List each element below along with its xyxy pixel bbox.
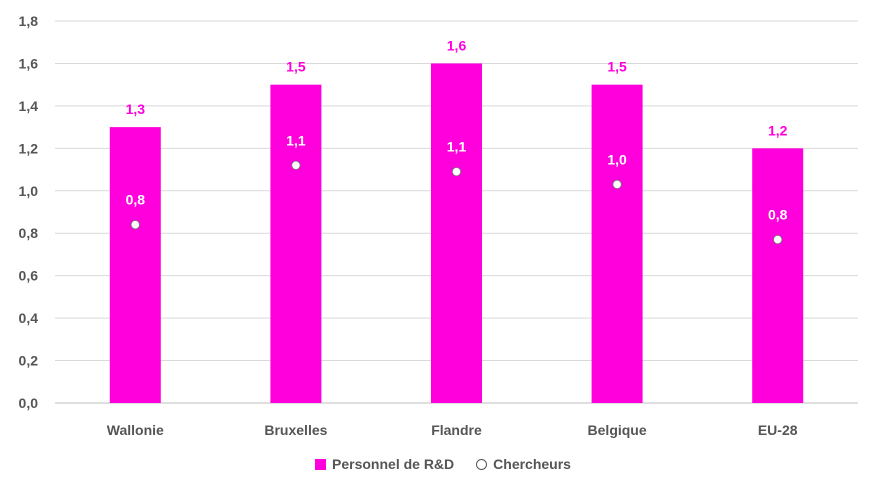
bar-value-labels: 1,3 1,5 1,6 1,5 1,2	[126, 37, 788, 138]
dot-value-label: 1,1	[447, 139, 467, 155]
dot-value-label: 0,8	[126, 192, 146, 208]
y-axis-ticks: 0,0 0,2 0,4 0,6 0,8 1,0 1,2 1,4 1,6 1,8	[19, 13, 39, 411]
chercheurs-dot	[612, 179, 622, 190]
legend-swatch-dot	[476, 458, 488, 470]
legend: Personnel de R&D Chercheurs	[0, 456, 886, 472]
chercheurs-dot	[130, 220, 140, 230]
bar	[109, 127, 161, 403]
bar	[431, 63, 482, 403]
y-tick-label: 1,6	[19, 55, 39, 71]
y-tick-label: 0,0	[19, 395, 39, 411]
bar	[270, 84, 322, 404]
bar-value-label: 1,2	[768, 122, 788, 138]
category-label: Flandre	[431, 422, 482, 438]
category-label: Belgique	[588, 422, 647, 438]
bar-value-label: 1,5	[607, 59, 627, 75]
dot-value-label: 1,0	[607, 151, 627, 167]
bar-chart: 0,0 0,2 0,4 0,6 0,8 1,0 1,2 1,4 1,6 1,8 1,3 1,5 1,6…	[19, 13, 858, 438]
y-tick-label: 0,4	[19, 310, 39, 326]
chercheurs-dot	[451, 167, 462, 177]
dot-value-label: 0,8	[768, 207, 788, 223]
legend-item-chercheurs: Chercheurs	[476, 456, 571, 472]
y-tick-label: 0,2	[19, 353, 39, 369]
category-label: Wallonie	[107, 422, 164, 438]
chercheurs-dot	[291, 160, 301, 170]
y-tick-label: 0,6	[19, 268, 39, 284]
bar-value-label: 1,3	[126, 101, 146, 117]
category-label: Bruxelles	[264, 422, 327, 438]
category-label: EU-28	[758, 422, 798, 438]
y-tick-label: 1,4	[19, 98, 39, 114]
y-tick-label: 1,8	[19, 13, 39, 29]
category-labels: Wallonie Bruxelles Flandre Belgique EU-28	[107, 422, 798, 438]
bar-value-label: 1,5	[286, 59, 306, 75]
legend-label-personnel: Personnel de R&D	[332, 456, 455, 472]
y-tick-label: 1,2	[19, 140, 39, 156]
y-tick-label: 1,0	[19, 183, 39, 199]
bars	[109, 63, 804, 404]
bar	[752, 148, 804, 403]
chercheurs-dot	[773, 234, 783, 245]
legend-item-personnel: Personnel de R&D	[315, 456, 454, 472]
y-tick-label: 0,8	[19, 225, 39, 241]
dot-value-labels: 0,8 1,1 1,1 1,0 0,8	[126, 132, 788, 222]
legend-swatch-bar	[315, 458, 327, 470]
bar-value-label: 1,6	[447, 37, 467, 53]
chercheurs-dots	[130, 160, 783, 245]
bar	[591, 84, 643, 404]
legend-label-chercheurs: Chercheurs	[493, 456, 571, 472]
dot-value-label: 1,1	[286, 132, 306, 148]
